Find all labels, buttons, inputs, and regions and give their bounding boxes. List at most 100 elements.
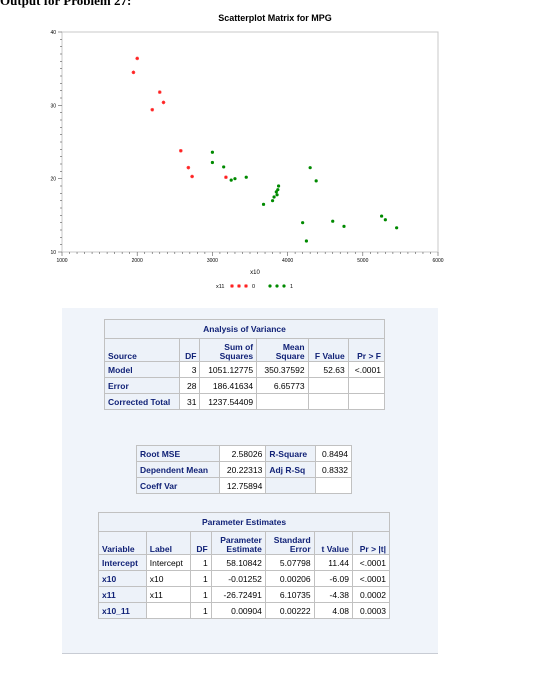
row-header: Root MSE: [136, 445, 220, 462]
table-cell: 1237.54409: [199, 393, 258, 410]
table-cell: 1: [190, 554, 212, 571]
column-header: DF: [179, 338, 201, 362]
x-tick-label: 4000: [282, 258, 293, 264]
data-point-x11-0: [150, 107, 155, 112]
data-point-x11-0: [190, 174, 194, 179]
table-cell: 0.00904: [210, 602, 266, 619]
x-axis-label: x10: [250, 270, 260, 276]
table-cell: [347, 377, 386, 394]
row-header: Error: [103, 377, 181, 394]
data-point-x11-1: [342, 224, 346, 228]
table-cell: 6.10735: [264, 586, 315, 603]
row-header: x10: [98, 570, 147, 587]
legend-marker-1: [268, 284, 272, 288]
column-header: Sum of Squares: [199, 338, 258, 362]
x-tick-label: 6000: [432, 258, 443, 264]
header-line: t Value: [321, 544, 349, 554]
column-header: Pr > F: [347, 338, 386, 362]
data-point-x11-1: [395, 226, 399, 230]
data-point-x11-1: [210, 150, 214, 154]
data-point-x11-1: [304, 239, 308, 243]
header-line: DF: [196, 544, 208, 554]
data-point-x11-1: [301, 221, 305, 225]
header-line: Standard: [273, 535, 311, 545]
header-line: Mean: [282, 342, 305, 352]
header-line: Parameter: [220, 535, 262, 545]
table-cell: [145, 602, 192, 619]
table-cell: 1: [190, 570, 212, 587]
table-cell: 4.08: [313, 602, 353, 619]
table-cell: 0.0002: [351, 586, 391, 603]
table-cell: 5.07798: [264, 554, 315, 571]
table-cell: 0.0003: [351, 602, 391, 619]
table-row: x11 x11 1 -26.72491 6.10735 -4.38 0.0002: [98, 586, 391, 603]
table-cell: 0.00222: [264, 602, 315, 619]
plot-frame: [61, 31, 439, 253]
table-cell: 0.00206: [264, 570, 315, 587]
y-axis: 10 20 30 40: [50, 30, 62, 256]
table-cell: [307, 393, 349, 410]
legend-label-1: 1: [290, 284, 293, 290]
legend-title: x11: [216, 284, 224, 290]
header-line: Pr > |t|: [359, 544, 386, 554]
row-header: x10_11: [98, 602, 147, 619]
data-points: [131, 56, 399, 243]
table-cell: 28: [179, 377, 201, 394]
table-cell: [256, 393, 309, 410]
column-header: Source: [103, 338, 181, 362]
page-heading: Output for Problem 27:: [0, 0, 132, 8]
legend-marker-0: [237, 284, 241, 288]
table-cell: -0.01252: [210, 570, 266, 587]
x-tick-label: 3000: [207, 258, 218, 264]
legend: x11 0 1: [216, 284, 293, 290]
data-point-x11-0: [161, 100, 166, 105]
table-cell: 1051.12775: [199, 361, 258, 378]
table-cell: 2.58026: [218, 445, 267, 462]
legend-marker-0: [230, 284, 234, 288]
data-point-x11-1: [314, 179, 318, 183]
table-cell: 58.10842: [210, 554, 266, 571]
row-header: [265, 477, 316, 494]
column-header: DF: [190, 531, 212, 555]
fit-statistics-table: Root MSE 2.58026 R-Square 0.8494 Dependent M…: [136, 445, 353, 494]
header-line: Square: [275, 351, 305, 361]
table-cell: -26.72491: [210, 586, 266, 603]
row-header: Intercept: [98, 554, 147, 571]
y-tick-label: 10: [50, 250, 56, 256]
legend-marker-1: [282, 284, 286, 288]
column-header: Variable: [98, 531, 147, 555]
plot-title: Scatterplot Matrix for MPG: [218, 13, 332, 23]
x-axis: 1000 2000 3000 4000 5000 6000: [56, 252, 444, 264]
data-point-x11-0: [186, 165, 191, 170]
header-line: F Value: [314, 351, 345, 361]
row-header: x11: [98, 586, 147, 603]
column-header: F Value: [307, 338, 349, 362]
table-row: x10_11 1 0.00904 0.00222 4.08 0.0003: [98, 602, 391, 619]
data-point-x11-1: [233, 177, 237, 181]
y-tick-label: 30: [50, 103, 56, 109]
table-cell: 350.37592: [256, 361, 309, 378]
table-row: Model 3 1051.12775 350.37592 52.63 <.0001: [103, 361, 386, 378]
table-cell: 3: [179, 361, 201, 378]
table-cell: <.0001: [351, 554, 391, 571]
y-tick-label: 40: [50, 30, 56, 36]
data-point-x11-1: [380, 214, 384, 218]
column-header: Label: [145, 531, 192, 555]
row-header: Dependent Mean: [136, 461, 220, 478]
column-header: Mean Square: [256, 338, 309, 362]
row-header: Adj R-Sq: [265, 461, 316, 478]
anova-caption: Analysis of Variance: [104, 319, 385, 339]
column-header: t Value: [313, 531, 353, 555]
column-header: Standard Error: [264, 531, 315, 555]
header-line: Sum of: [224, 342, 254, 352]
data-point-x11-1: [308, 166, 312, 170]
header-line: Label: [149, 544, 172, 554]
table-row: Error 28 186.41634 6.65773: [103, 377, 386, 394]
row-header: Corrected Total: [103, 393, 181, 410]
data-point-x11-1: [276, 184, 281, 188]
table-cell: 6.65773: [256, 377, 309, 394]
table-cell: -4.38: [313, 586, 353, 603]
data-point-x11-0: [135, 56, 139, 61]
table-row: x10 x10 1 -0.01252 0.00206 -6.09 <.0001: [98, 570, 391, 587]
